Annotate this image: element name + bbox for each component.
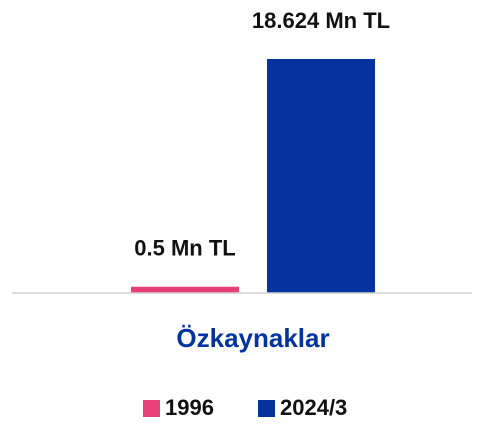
value-label: 18.624 Mn TL (252, 8, 390, 33)
legend-label: 2024/3 (280, 395, 347, 420)
legend-label: 1996 (165, 395, 214, 420)
category-label: Özkaynaklar (176, 323, 329, 353)
legend-swatch (143, 400, 160, 417)
value-label: 0.5 Mn TL (134, 236, 235, 261)
legend-swatch (258, 400, 275, 417)
bar (131, 286, 239, 293)
bar (267, 58, 375, 293)
